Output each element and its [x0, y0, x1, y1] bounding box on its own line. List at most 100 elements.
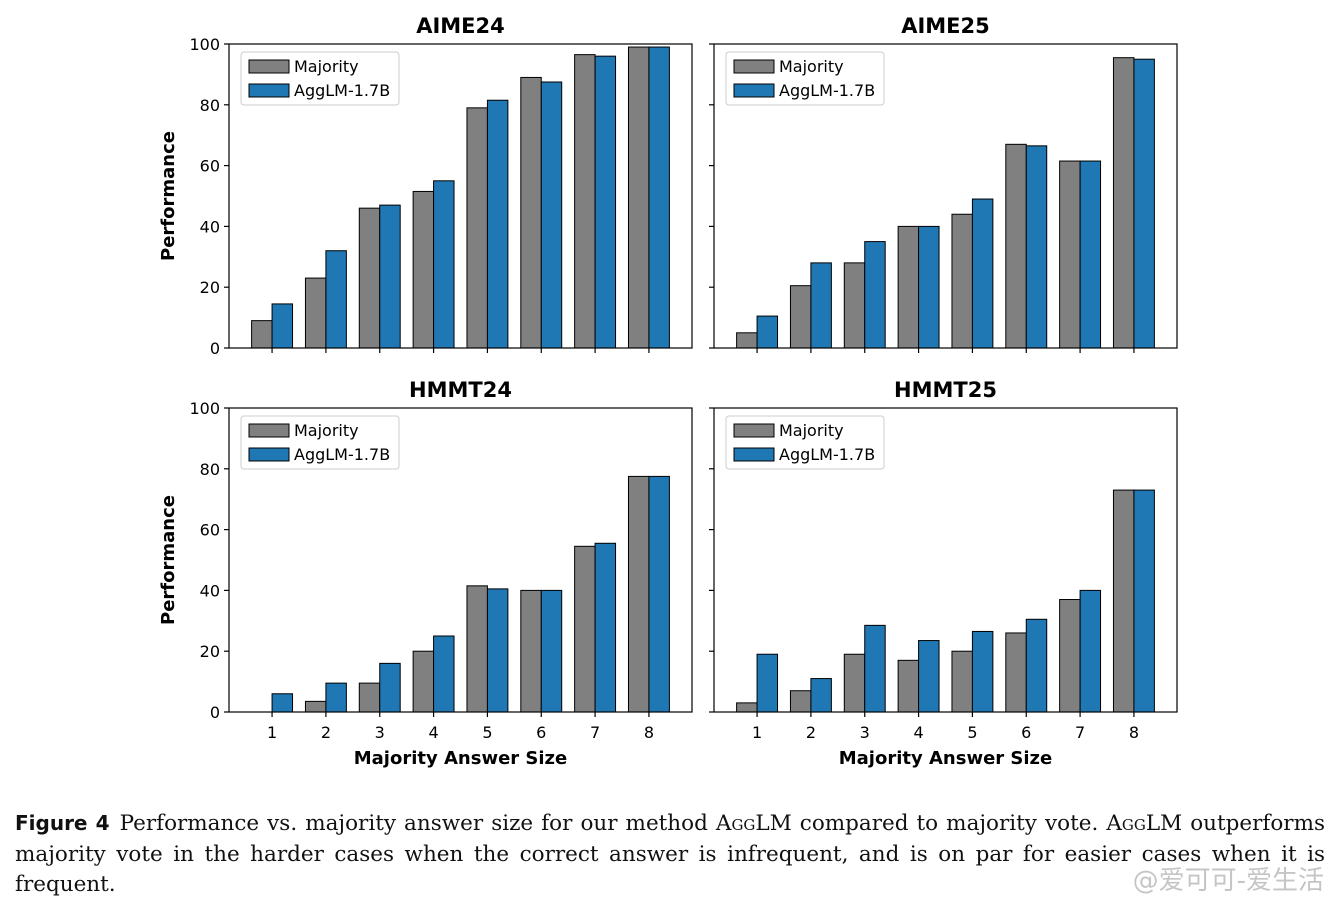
- panel-1-bar-agglm-4: [433, 180, 455, 349]
- panel-4-bar-agglm-2: [810, 678, 832, 713]
- panel-2-bar-majority-7: [1059, 160, 1081, 349]
- panel-1-legend-label-2: AggLM-1.7B: [294, 81, 390, 100]
- panel-2-bar-majority-4: [897, 225, 920, 349]
- panel-3-xtick-label: 1: [267, 723, 277, 742]
- panel-3-bar-majority-6: [520, 589, 542, 713]
- panel-3-ytick-label: 20: [200, 642, 220, 661]
- panel-3-legend-label-2: AggLM-1.7B: [294, 445, 390, 464]
- panel-4-bar-agglm-5: [971, 630, 994, 713]
- panel-2-bar-majority-3: [843, 262, 866, 349]
- caption-label: Figure 4: [15, 811, 110, 835]
- panel-3-xtick-label: 2: [321, 723, 331, 742]
- panel-1-bar-majority-5: [466, 107, 488, 349]
- panel-3-xtick-label: 7: [590, 723, 600, 742]
- panel-4-legend-label-1: Majority: [779, 421, 844, 440]
- panel-3-ytick-label: 100: [189, 399, 220, 418]
- panel-3-ytick-label: 80: [200, 460, 220, 479]
- panel-1-bar-agglm-1: [271, 303, 294, 349]
- panel-3-bar-agglm-7: [594, 542, 617, 713]
- caption-text-after: outperforms majority vote in the harder …: [15, 811, 1325, 897]
- panel-3-bar-agglm-3: [379, 662, 401, 713]
- panel-2-bar-agglm-1: [756, 315, 779, 349]
- caption-method-2: AggLM: [1106, 811, 1183, 836]
- panel-2-bar-majority-1: [736, 332, 758, 349]
- panel-3-xtick-label: 3: [375, 723, 385, 742]
- panel-2-bar-agglm-5: [971, 198, 994, 349]
- watermark: @爱可可-爱生活: [1132, 866, 1324, 896]
- panel-4-frame: [713, 407, 1178, 713]
- panel-1-bar-agglm-6: [540, 81, 563, 349]
- panel-3-bar-agglm-2: [325, 682, 347, 713]
- panel-3-ylabel: Performance: [158, 495, 179, 625]
- panel-2-title: AIME25: [901, 14, 990, 38]
- panel-1-frame: [228, 43, 693, 349]
- panel-4-xtick-label: 5: [967, 723, 977, 742]
- panel-4-legend-swatch-2: [733, 447, 775, 462]
- panel-1-bar-agglm-5: [486, 99, 509, 349]
- panel-4-xtick-label: 1: [752, 723, 762, 742]
- panel-4-bar-agglm-1: [756, 653, 779, 713]
- figure-caption: Figure 4 Performance vs. majority answer …: [15, 808, 1325, 901]
- panel-1-bar-agglm-2: [325, 250, 347, 349]
- panel-4-xtick-label: 7: [1075, 723, 1085, 742]
- panel-1-legend-swatch-1: [248, 59, 290, 74]
- panel-1-bar-agglm-8: [648, 46, 670, 349]
- panel-1-legend-swatch-2: [248, 83, 290, 98]
- panel-3-xlabel: Majority Answer Size: [354, 748, 568, 769]
- panel-1-bar-majority-1: [251, 320, 273, 349]
- panel-1-ytick-label: 60: [200, 157, 220, 176]
- panel-2-frame: [713, 43, 1178, 349]
- panel-3-legend-swatch-2: [248, 447, 290, 462]
- panel-4-bar-majority-7: [1059, 599, 1081, 713]
- panel-2-bar-majority-6: [1005, 143, 1027, 349]
- panel-4-bar-majority-1: [736, 702, 758, 713]
- panel-4-bar-agglm-6: [1025, 618, 1048, 713]
- panel-1-ytick-label: 0: [210, 339, 220, 358]
- panel-1-bar-agglm-3: [379, 204, 401, 349]
- panel-3-bar-majority-4: [412, 650, 435, 713]
- panel-3-bar-majority-8: [627, 475, 650, 713]
- panel-3-bar-majority-3: [358, 682, 381, 713]
- panel-2-bar-agglm-6: [1025, 145, 1048, 349]
- panel-2-legend-swatch-1: [733, 59, 775, 74]
- panel-3-title: HMMT24: [409, 378, 512, 402]
- panel-2-bar-agglm-3: [864, 241, 886, 349]
- caption-text-before: Performance vs. majority answer size for…: [119, 811, 716, 836]
- panel-1-bar-majority-3: [358, 207, 381, 349]
- panel-4-xtick-label: 3: [860, 723, 870, 742]
- panel-4-legend-swatch-1: [733, 423, 775, 438]
- panel-3-xtick-label: 5: [482, 723, 492, 742]
- panel-3-ytick-label: 40: [200, 581, 220, 600]
- panel-4-bar-agglm-4: [918, 640, 940, 713]
- panel-2-bar-majority-2: [789, 285, 812, 349]
- panel-4-bar-majority-6: [1005, 632, 1027, 713]
- panel-4-bar-majority-5: [951, 650, 973, 713]
- panel-4-xtick-label: 6: [1021, 723, 1031, 742]
- panel-1-bar-majority-4: [412, 190, 435, 349]
- panel-4-bar-majority-3: [843, 653, 866, 713]
- panel-1-bar-majority-8: [627, 46, 650, 349]
- panel-3-bar-agglm-6: [540, 589, 563, 713]
- panel-4-bar-majority-4: [897, 659, 920, 713]
- panel-1-ytick-label: 100: [189, 35, 220, 54]
- panel-2-bar-majority-5: [951, 213, 973, 349]
- panel-3-xtick-label: 6: [536, 723, 546, 742]
- panel-4-bar-agglm-8: [1133, 489, 1155, 713]
- panel-2-legend-swatch-2: [733, 83, 775, 98]
- panel-3-legend-label-1: Majority: [294, 421, 359, 440]
- panel-1-bar-majority-7: [574, 54, 596, 349]
- panel-4-bar-majority-8: [1112, 489, 1135, 713]
- panel-4-bar-majority-2: [789, 690, 812, 713]
- panel-1-legend-label-1: Majority: [294, 57, 359, 76]
- panel-3-bar-majority-5: [466, 585, 488, 713]
- caption-method: AggLM: [715, 811, 792, 836]
- panel-3-bar-majority-2: [304, 700, 327, 713]
- panel-4-xtick-label: 4: [913, 723, 923, 742]
- panel-2-bar-majority-8: [1112, 57, 1135, 349]
- panel-3-bar-agglm-1: [271, 693, 294, 713]
- panel-2-bar-agglm-2: [810, 262, 832, 349]
- panel-2-bar-agglm-8: [1133, 58, 1155, 349]
- panel-1-ylabel: Performance: [158, 131, 179, 261]
- panel-3-ytick-label: 60: [200, 521, 220, 540]
- panel-1-ytick-label: 40: [200, 217, 220, 236]
